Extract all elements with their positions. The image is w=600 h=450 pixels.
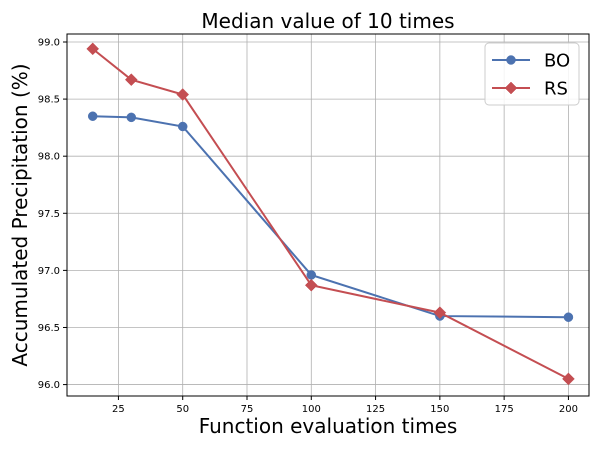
data-point-rs — [124, 73, 138, 87]
axis-ticks: 25 50 75 100 125 150 175 200 96.0 96.5 97.0 97.5 98.… — [38, 37, 578, 415]
x-tick-label: 75 — [241, 404, 254, 415]
y-tick-label: 98.5 — [38, 95, 60, 106]
y-tick-label: 97.0 — [38, 266, 60, 277]
x-axis-label: Function evaluation times — [199, 414, 458, 438]
data-point-rs — [562, 372, 575, 386]
legend-item-bo: BO — [492, 51, 570, 72]
series-rs — [86, 42, 575, 386]
series-bo — [87, 111, 574, 322]
data-point-bo — [87, 111, 98, 121]
data-point-bo — [306, 270, 317, 280]
legend-marker — [504, 81, 518, 95]
y-tick-label: 98.0 — [38, 152, 60, 163]
x-tick-label: 100 — [302, 404, 321, 415]
data-point-bo — [563, 312, 574, 322]
y-axis-label: Accumulated Precipitation (%) — [8, 63, 32, 366]
y-tick-label: 97.5 — [38, 209, 60, 220]
x-tick-label: 200 — [559, 404, 578, 415]
legend-label: RS — [544, 79, 568, 100]
y-tick-label: 99.0 — [38, 37, 60, 48]
x-tick-label: 125 — [366, 404, 385, 415]
y-tick-label: 96.0 — [38, 380, 60, 391]
plot-frame — [66, 33, 590, 397]
x-tick-label: 150 — [430, 404, 449, 415]
chart-title: Median value of 10 times — [201, 9, 454, 33]
y-tick-label: 96.5 — [38, 323, 60, 334]
data-point-bo — [126, 112, 137, 123]
series-layer — [86, 42, 575, 386]
legend-marker — [506, 55, 516, 65]
legend-item-rs: RS — [492, 79, 568, 100]
series-line-bo — [92, 115, 569, 319]
data-point-rs — [304, 278, 318, 292]
x-tick-label: 175 — [495, 404, 514, 415]
data-point-bo — [177, 121, 188, 132]
legend-label: BO — [544, 51, 570, 72]
data-point-rs — [176, 88, 190, 101]
data-point-rs — [433, 306, 447, 319]
x-tick-label: 25 — [112, 404, 125, 415]
data-point-rs — [86, 42, 100, 56]
legend: BO RS — [484, 42, 580, 106]
series-line-rs — [92, 48, 569, 380]
x-tick-label: 50 — [176, 404, 189, 415]
